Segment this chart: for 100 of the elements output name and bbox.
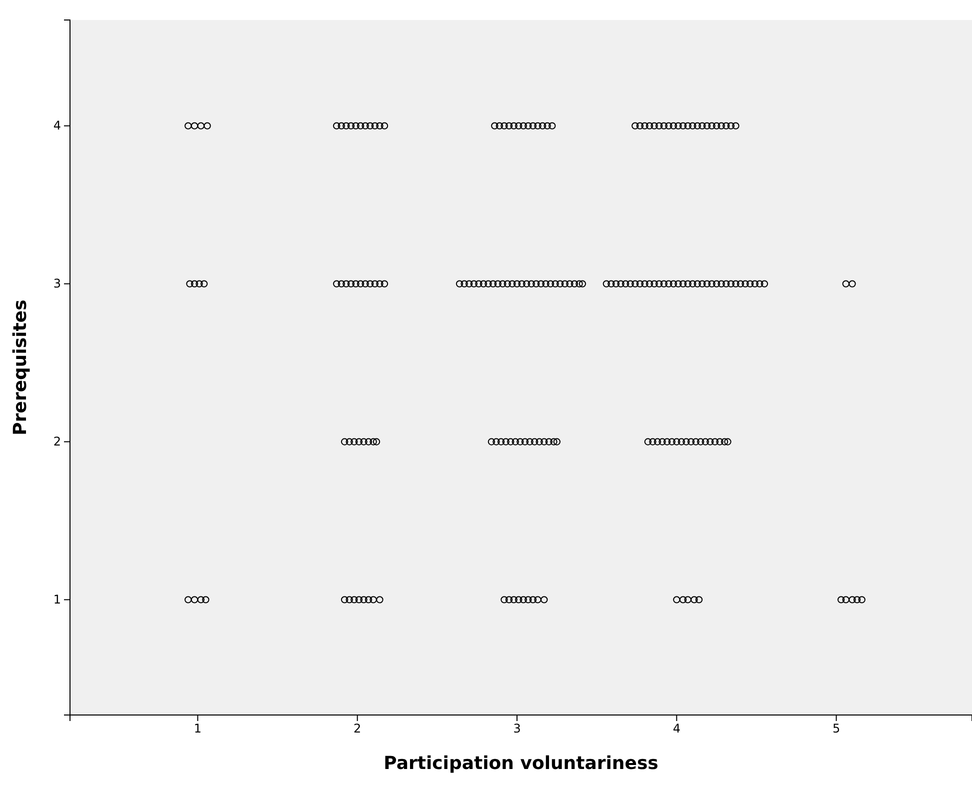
point bbox=[524, 122, 532, 130]
point bbox=[355, 438, 363, 446]
point bbox=[682, 438, 690, 446]
point bbox=[364, 596, 372, 604]
point bbox=[692, 438, 700, 446]
point bbox=[550, 438, 558, 446]
point bbox=[853, 596, 861, 604]
x-tick-label: 4 bbox=[672, 722, 680, 736]
point bbox=[674, 122, 682, 130]
point bbox=[355, 596, 363, 604]
point bbox=[376, 596, 384, 604]
point bbox=[727, 122, 735, 130]
point bbox=[650, 122, 658, 130]
point bbox=[654, 438, 662, 446]
point bbox=[510, 122, 518, 130]
point bbox=[534, 596, 542, 604]
point bbox=[516, 438, 524, 446]
point bbox=[649, 438, 656, 446]
x-tick-label: 1 bbox=[194, 722, 202, 736]
point bbox=[724, 438, 732, 446]
point bbox=[502, 438, 510, 446]
point bbox=[684, 122, 692, 130]
point bbox=[732, 122, 740, 130]
point bbox=[660, 122, 668, 130]
point bbox=[346, 438, 353, 446]
point bbox=[689, 122, 696, 130]
point bbox=[190, 122, 198, 130]
point bbox=[529, 122, 537, 130]
point bbox=[678, 438, 686, 446]
point bbox=[720, 438, 728, 446]
y-tick-label: 1 bbox=[53, 592, 61, 607]
point bbox=[202, 596, 210, 604]
point bbox=[492, 438, 500, 446]
point bbox=[706, 438, 714, 446]
point bbox=[371, 122, 379, 130]
point bbox=[545, 438, 553, 446]
point bbox=[838, 596, 845, 604]
point bbox=[538, 122, 546, 130]
point bbox=[690, 596, 698, 604]
point bbox=[341, 596, 348, 604]
point bbox=[665, 122, 672, 130]
point bbox=[536, 438, 543, 446]
point bbox=[848, 596, 856, 604]
point bbox=[673, 596, 680, 604]
point bbox=[333, 122, 340, 130]
point bbox=[716, 438, 724, 446]
point bbox=[362, 122, 369, 130]
point bbox=[697, 438, 704, 446]
y-tick-label: 4 bbox=[53, 118, 61, 133]
point bbox=[703, 122, 711, 130]
point bbox=[370, 438, 377, 446]
point bbox=[496, 122, 504, 130]
point bbox=[540, 596, 548, 604]
point bbox=[366, 122, 374, 130]
point bbox=[529, 596, 537, 604]
point bbox=[350, 596, 358, 604]
point bbox=[507, 438, 514, 446]
point bbox=[190, 596, 198, 604]
point bbox=[184, 596, 192, 604]
point bbox=[544, 122, 551, 130]
point bbox=[530, 438, 538, 446]
point bbox=[668, 438, 676, 446]
point bbox=[515, 596, 522, 604]
point bbox=[702, 438, 709, 446]
point bbox=[711, 438, 719, 446]
point bbox=[858, 596, 866, 604]
point bbox=[520, 596, 527, 604]
point bbox=[636, 122, 644, 130]
x-tick-label: 3 bbox=[513, 722, 521, 736]
point bbox=[500, 596, 508, 604]
point bbox=[644, 438, 652, 446]
x-axis-title: Participation voluntariness bbox=[384, 753, 658, 774]
x-tick-label: 5 bbox=[832, 722, 840, 736]
point bbox=[534, 122, 542, 130]
point bbox=[505, 596, 513, 604]
point bbox=[346, 596, 353, 604]
point bbox=[708, 122, 716, 130]
point bbox=[338, 122, 345, 130]
point bbox=[526, 438, 534, 446]
point bbox=[722, 122, 730, 130]
point bbox=[515, 122, 522, 130]
point bbox=[842, 596, 850, 604]
point bbox=[352, 122, 360, 130]
point bbox=[497, 438, 505, 446]
point bbox=[684, 596, 692, 604]
point bbox=[524, 596, 532, 604]
point bbox=[360, 596, 368, 604]
point bbox=[521, 438, 529, 446]
point bbox=[656, 122, 663, 130]
point bbox=[488, 438, 496, 446]
point bbox=[632, 122, 639, 130]
point bbox=[670, 122, 678, 130]
y-tick-label: 2 bbox=[53, 434, 61, 449]
point bbox=[679, 596, 687, 604]
point bbox=[679, 122, 687, 130]
point bbox=[718, 122, 725, 130]
point bbox=[553, 438, 561, 446]
point bbox=[712, 122, 720, 130]
point bbox=[370, 596, 377, 604]
point bbox=[347, 122, 355, 130]
